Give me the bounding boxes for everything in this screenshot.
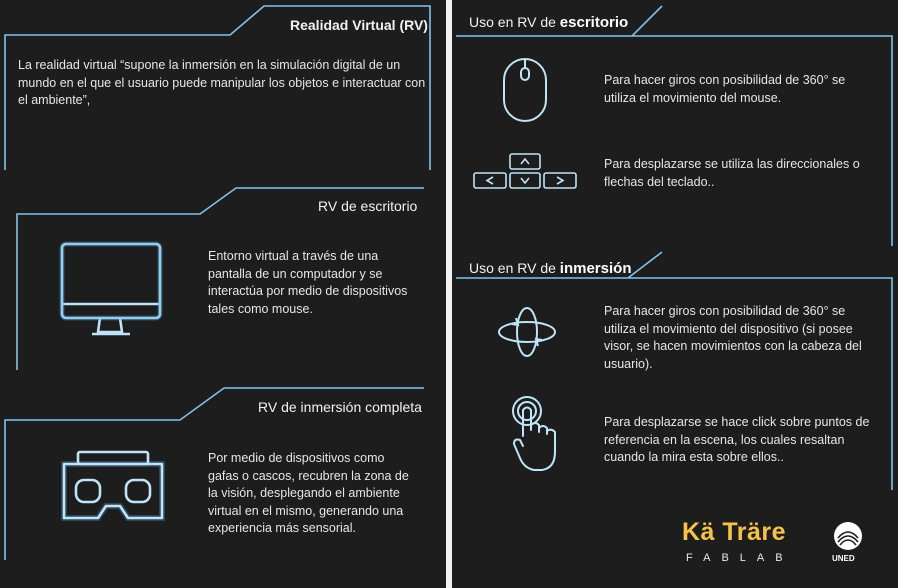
immersion-usage-title-prefix: Uso en RV de xyxy=(469,260,560,276)
section-text-immersion: Por medio de dispositivos como gafas o c… xyxy=(208,451,409,535)
mouse-icon xyxy=(503,58,547,122)
katrare-logo: Kä Träre xyxy=(682,518,787,546)
desktop-item-1-text: Para hacer giros con posibilidad de 360°… xyxy=(604,73,846,105)
section-title-desktop: RV de escritorio xyxy=(318,198,418,214)
left-panel: Realidad Virtual (RV) La realidad virtua… xyxy=(0,0,446,588)
uned-logo-icon xyxy=(834,522,862,550)
section-title-rv: Realidad Virtual (RV) xyxy=(290,17,428,33)
immersion-usage-title-strong: inmersión xyxy=(559,260,632,277)
uned-logo-text: UNED xyxy=(832,554,855,563)
tap-hand-icon xyxy=(512,396,556,471)
right-panel: Uso en RV de escritorio Para hacer giros… xyxy=(452,0,898,588)
desktop-item-2-text: Para desplazarse se utiliza las direccio… xyxy=(604,157,860,189)
desktop-usage-title-prefix: Uso en RV de xyxy=(469,14,560,30)
fablab-logo-text: FABLAB xyxy=(686,552,794,564)
immersion-usage-title: Uso en RV de inmersión xyxy=(469,260,631,277)
immersion-item-1-text: Para hacer giros con posibilidad de 360°… xyxy=(604,304,862,371)
vr-headset-icon xyxy=(61,450,165,521)
section-title-immersion: RV de inmersión completa xyxy=(258,399,422,415)
section-text-desktop: Entorno virtual a través de una pantalla… xyxy=(208,249,408,316)
monitor-icon xyxy=(59,241,163,336)
immersion-item-2-text: Para desplazarse se hace click sobre pun… xyxy=(604,415,870,464)
arrow-keys-icon xyxy=(473,153,577,189)
rotate-360-icon xyxy=(498,307,556,357)
desktop-usage-title: Uso en RV de escritorio xyxy=(469,14,628,31)
desktop-usage-title-strong: escritorio xyxy=(559,14,629,31)
section-text-rv: La realidad virtual “supone la inmersión… xyxy=(18,58,426,107)
